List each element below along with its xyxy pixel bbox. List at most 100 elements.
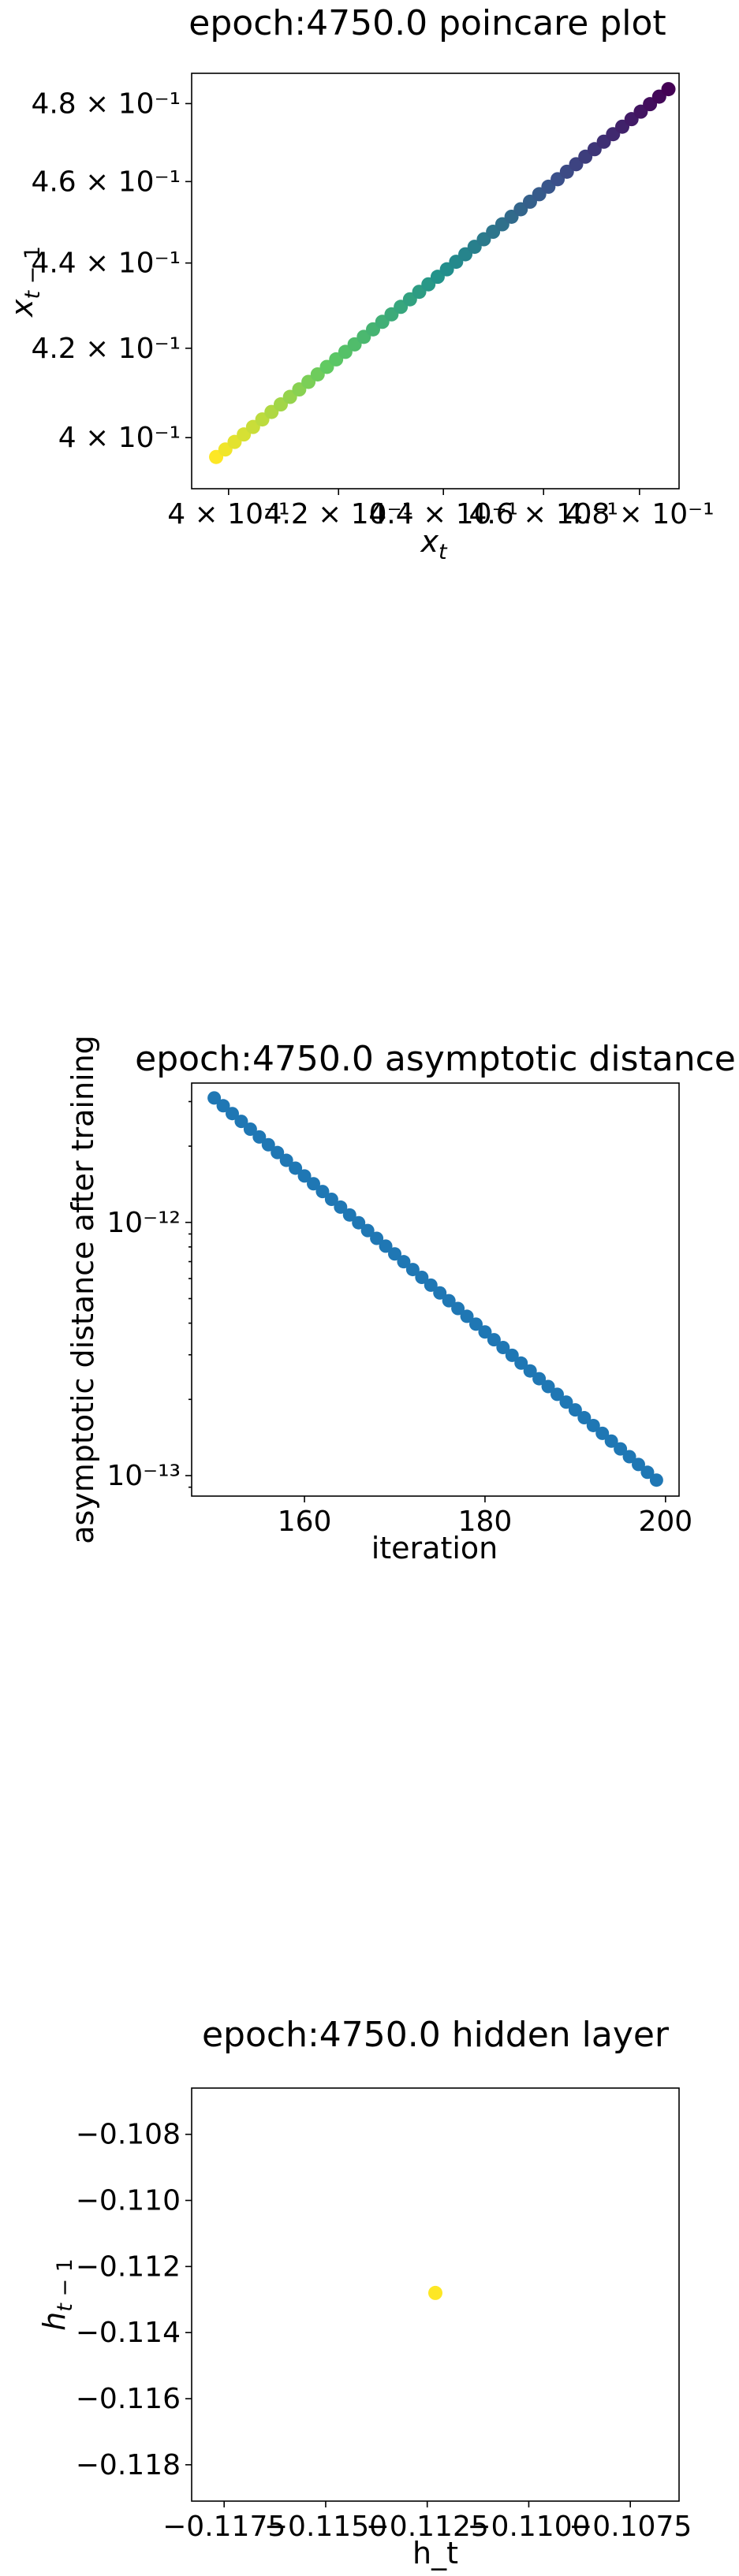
- asymptotic-point: [469, 1317, 483, 1331]
- hidden-layer-x-axis: −0.1175−0.1150−0.1125−0.1100−0.1075: [162, 2501, 692, 2543]
- asymptotic-point: [514, 1356, 528, 1370]
- poincare-x-tick-label: 4.8 × 10⁻¹: [565, 498, 715, 530]
- asymptotic-point: [324, 1193, 338, 1207]
- asymptotic-point: [577, 1411, 592, 1425]
- asymptotic-point: [586, 1418, 600, 1432]
- hidden-layer-x-label: h_t: [412, 2536, 458, 2570]
- asymptotic-point: [370, 1231, 384, 1245]
- asymptotic-point: [261, 1137, 275, 1152]
- poincare-y-axis: 4 × 10⁻¹ 4.2 × 10⁻¹ 4.4 × 10⁻¹ 4.6 × 10⁻¹ 4.…: [31, 87, 192, 454]
- asymptotic-title: epoch:4750.0 asymptotic distance: [135, 1039, 736, 1079]
- asymptotic-y-tick-label: 10⁻¹²: [106, 1207, 181, 1239]
- asymptotic-point: [360, 1223, 375, 1238]
- poincare-points: [209, 82, 676, 464]
- asymptotic-x-tick-label: 180: [458, 1506, 513, 1538]
- hidden-layer-x-tick-label: −0.1125: [366, 2511, 489, 2543]
- hidden-layer-y-axis: −0.118 −0.116 −0.114 −0.112 −0.110 −0.108: [76, 2119, 192, 2481]
- asymptotic-point: [243, 1122, 257, 1136]
- asymptotic-point: [496, 1341, 510, 1355]
- hidden-layer-y-tick-label: −0.114: [76, 2317, 181, 2349]
- asymptotic-plot-area: [191, 1082, 680, 1497]
- asymptotic-point: [442, 1294, 456, 1308]
- asymptotic-point: [388, 1247, 401, 1261]
- poincare-x-tick-label: 4.6 × 10⁻¹: [468, 498, 618, 530]
- asymptotic-point: [505, 1348, 519, 1362]
- poincare-point: [661, 82, 676, 97]
- hidden-layer-x-tick-label: −0.1150: [264, 2511, 387, 2543]
- asymptotic-point: [216, 1099, 230, 1113]
- poincare-y-tick-label: 4.6 × 10⁻¹: [31, 166, 181, 198]
- asymptotic-point: [649, 1473, 663, 1487]
- asymptotic-point: [271, 1145, 285, 1160]
- hidden-layer-y-tick-label: −0.108: [76, 2119, 181, 2151]
- asymptotic-point: [289, 1161, 303, 1175]
- hidden-layer-title: epoch:4750.0 hidden layer: [202, 2015, 670, 2055]
- asymptotic-point: [595, 1426, 610, 1440]
- asymptotic-point: [226, 1107, 239, 1121]
- asymptotic-point: [451, 1301, 465, 1316]
- hidden-layer-y-label: ht − 1: [37, 2258, 77, 2331]
- hidden-layer-x-tick-label: −0.1075: [569, 2511, 692, 2543]
- asymptotic-point: [315, 1185, 330, 1199]
- poincare-y-label: xt − 1: [5, 246, 45, 318]
- asymptotic-point: [234, 1115, 248, 1129]
- asymptotic-point: [604, 1434, 618, 1448]
- poincare-y-tick-label: 4 × 10⁻¹: [58, 422, 181, 454]
- asymptotic-point: [397, 1255, 411, 1269]
- poincare-x-tick-label: 4.2 × 10⁻¹: [263, 498, 413, 530]
- asymptotic-point: [460, 1309, 474, 1323]
- asymptotic-chart: epoch:4750.0 asymptotic distance 10⁻¹³10…: [65, 1035, 736, 1565]
- asymptotic-x-axis: 160 180 200: [278, 1496, 692, 1538]
- asymptotic-x-tick-label: 160: [278, 1506, 332, 1538]
- asymptotic-point: [307, 1177, 320, 1191]
- hidden-layer-point: [428, 2285, 442, 2300]
- asymptotic-point: [252, 1130, 267, 1144]
- asymptotic-y-label: asymptotic distance after training: [65, 1035, 100, 1544]
- asymptotic-point: [523, 1364, 537, 1378]
- asymptotic-point: [207, 1091, 222, 1105]
- asymptotic-point: [405, 1263, 420, 1277]
- hidden-layer-y-tick-label: −0.118: [76, 2449, 181, 2481]
- poincare-x-tick-label: 4 × 10⁻¹: [167, 498, 289, 530]
- poincare-x-label: xt: [420, 524, 448, 564]
- poincare-plot-area: [191, 73, 680, 490]
- asymptotic-point: [297, 1169, 312, 1183]
- asymptotic-point: [424, 1278, 438, 1292]
- hidden-layer-y-tick-label: −0.112: [76, 2250, 181, 2283]
- asymptotic-point: [632, 1457, 645, 1472]
- hidden-layer-y-tick-label: −0.116: [76, 2383, 181, 2415]
- asymptotic-point: [614, 1442, 628, 1456]
- asymptotic-point: [640, 1465, 655, 1480]
- asymptotic-point: [622, 1450, 636, 1464]
- asymptotic-x-tick-label: 200: [638, 1506, 692, 1538]
- asymptotic-point: [532, 1372, 547, 1386]
- hidden-layer-chart: epoch:4750.0 hidden layer −0.118 −0.116 −0…: [37, 2015, 692, 2570]
- asymptotic-point: [342, 1208, 356, 1222]
- asymptotic-point: [541, 1379, 555, 1394]
- poincare-y-tick-label: 4.4 × 10⁻¹: [31, 248, 181, 280]
- poincare-title: epoch:4750.0 poincare plot: [188, 3, 666, 43]
- asymptotic-points: [207, 1091, 663, 1487]
- asymptotic-point: [433, 1286, 447, 1300]
- asymptotic-x-label: iteration: [371, 1531, 498, 1565]
- asymptotic-point: [279, 1153, 293, 1167]
- poincare-x-axis: 4 × 10⁻¹4.2 × 10⁻¹4.4 × 10⁻¹4.6 × 10⁻¹4.…: [167, 489, 715, 530]
- asymptotic-point: [415, 1270, 429, 1284]
- asymptotic-point: [478, 1325, 492, 1339]
- poincare-y-tick-label: 4.2 × 10⁻¹: [31, 333, 181, 365]
- asymptotic-point: [334, 1200, 348, 1214]
- asymptotic-y-tick-label: 10⁻¹³: [106, 1460, 181, 1492]
- hidden-layer-x-tick-label: −0.1100: [467, 2511, 590, 2543]
- hidden-layer-points: [428, 2285, 442, 2300]
- poincare-x-tick-label: 4.4 × 10⁻¹: [368, 498, 518, 530]
- asymptotic-point: [559, 1395, 573, 1409]
- asymptotic-point: [551, 1387, 564, 1402]
- poincare-y-tick-label: 4.8 × 10⁻¹: [31, 87, 181, 120]
- asymptotic-y-axis: 10⁻¹³ 10⁻¹²: [106, 1100, 192, 1492]
- hidden-layer-x-tick-label: −0.1175: [162, 2511, 286, 2543]
- poincare-chart: epoch:4750.0 poincare plot 4 × 10⁻¹4.2 ×…: [5, 3, 715, 564]
- asymptotic-point: [379, 1239, 393, 1253]
- asymptotic-point: [487, 1333, 501, 1347]
- asymptotic-point: [352, 1215, 366, 1230]
